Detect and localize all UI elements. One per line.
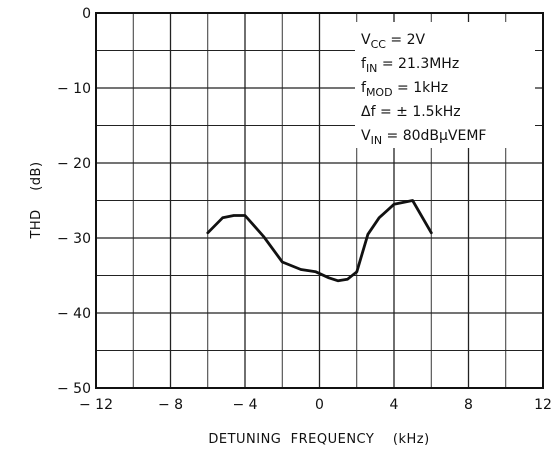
y-tick-label: − 40: [57, 306, 91, 322]
x-tick-label: − 8: [158, 397, 183, 413]
y-tick-label: 0: [82, 6, 91, 22]
y-tick-label: − 30: [57, 231, 91, 247]
x-tick-label: 8: [464, 397, 473, 413]
x-tick-label: − 12: [79, 397, 113, 413]
x-tick-label: 4: [390, 397, 399, 413]
y-tick-label: − 20: [57, 156, 91, 172]
x-axis-label: DETUNING FREQUENCY (kHz): [208, 432, 429, 447]
x-tick-label: 0: [315, 397, 324, 413]
x-tick-label: − 4: [232, 397, 257, 413]
condition-note: Δf = ± 1.5kHz: [361, 104, 461, 120]
y-tick-label: − 50: [57, 381, 91, 397]
y-tick-label: − 10: [57, 81, 91, 97]
x-tick-label: 12: [534, 397, 552, 413]
y-axis-label: THD (dB): [29, 161, 44, 239]
